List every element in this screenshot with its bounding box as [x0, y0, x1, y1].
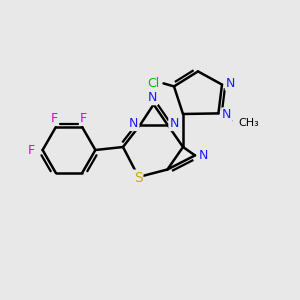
- Text: N: N: [222, 108, 232, 122]
- Text: N: N: [226, 76, 235, 90]
- Text: N: N: [129, 117, 139, 130]
- Text: F: F: [51, 112, 58, 124]
- Text: S: S: [134, 171, 142, 184]
- Text: F: F: [80, 112, 87, 124]
- Text: N: N: [169, 117, 179, 130]
- Text: N: N: [147, 91, 157, 104]
- Text: F: F: [28, 143, 35, 157]
- Text: CH₃: CH₃: [238, 118, 259, 128]
- Text: N: N: [198, 149, 208, 162]
- Text: Cl: Cl: [147, 77, 159, 90]
